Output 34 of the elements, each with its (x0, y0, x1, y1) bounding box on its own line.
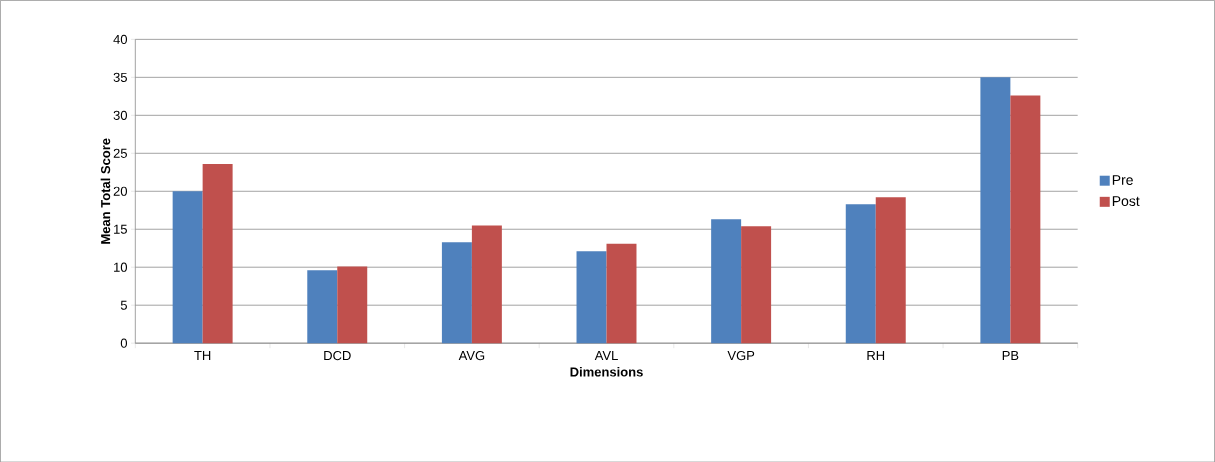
x-tick-label: RH (867, 350, 885, 360)
bar (471, 225, 502, 343)
y-tick-label: 5 (120, 300, 127, 310)
bar (172, 191, 203, 343)
legend-label: Pre (1112, 174, 1133, 185)
bar (980, 77, 1011, 343)
bar (441, 241, 472, 343)
bar (1010, 95, 1041, 343)
bar (845, 203, 876, 343)
x-tick-label: AVG (458, 350, 485, 360)
bar (576, 251, 607, 343)
x-tick-label: PB (1002, 350, 1019, 360)
x-tick-label: DCD (324, 350, 351, 360)
bar (711, 219, 742, 343)
x-axis-title: Dimensions (570, 366, 643, 377)
y-tick-label: 35 (113, 72, 127, 82)
bar (741, 225, 772, 343)
bar (606, 243, 637, 343)
bar (202, 163, 233, 343)
y-tick-label: 20 (113, 186, 128, 196)
x-tick-label: AVL (594, 350, 618, 360)
x-tick-label: VGP (727, 350, 755, 360)
y-tick-label: 10 (114, 262, 128, 272)
x-tick-label: TH (194, 350, 211, 360)
bar (307, 270, 338, 343)
bar (875, 197, 906, 343)
bar (337, 266, 368, 343)
y-tick-label: 30 (113, 110, 128, 120)
y-axis-title: Mean Total Score (100, 138, 111, 244)
y-tick-label: 25 (113, 148, 127, 158)
legend-label: Post (1112, 196, 1140, 206)
y-tick-label: 40 (113, 34, 128, 44)
y-tick-label: 15 (114, 224, 127, 234)
y-tick-label: 0 (120, 338, 128, 348)
